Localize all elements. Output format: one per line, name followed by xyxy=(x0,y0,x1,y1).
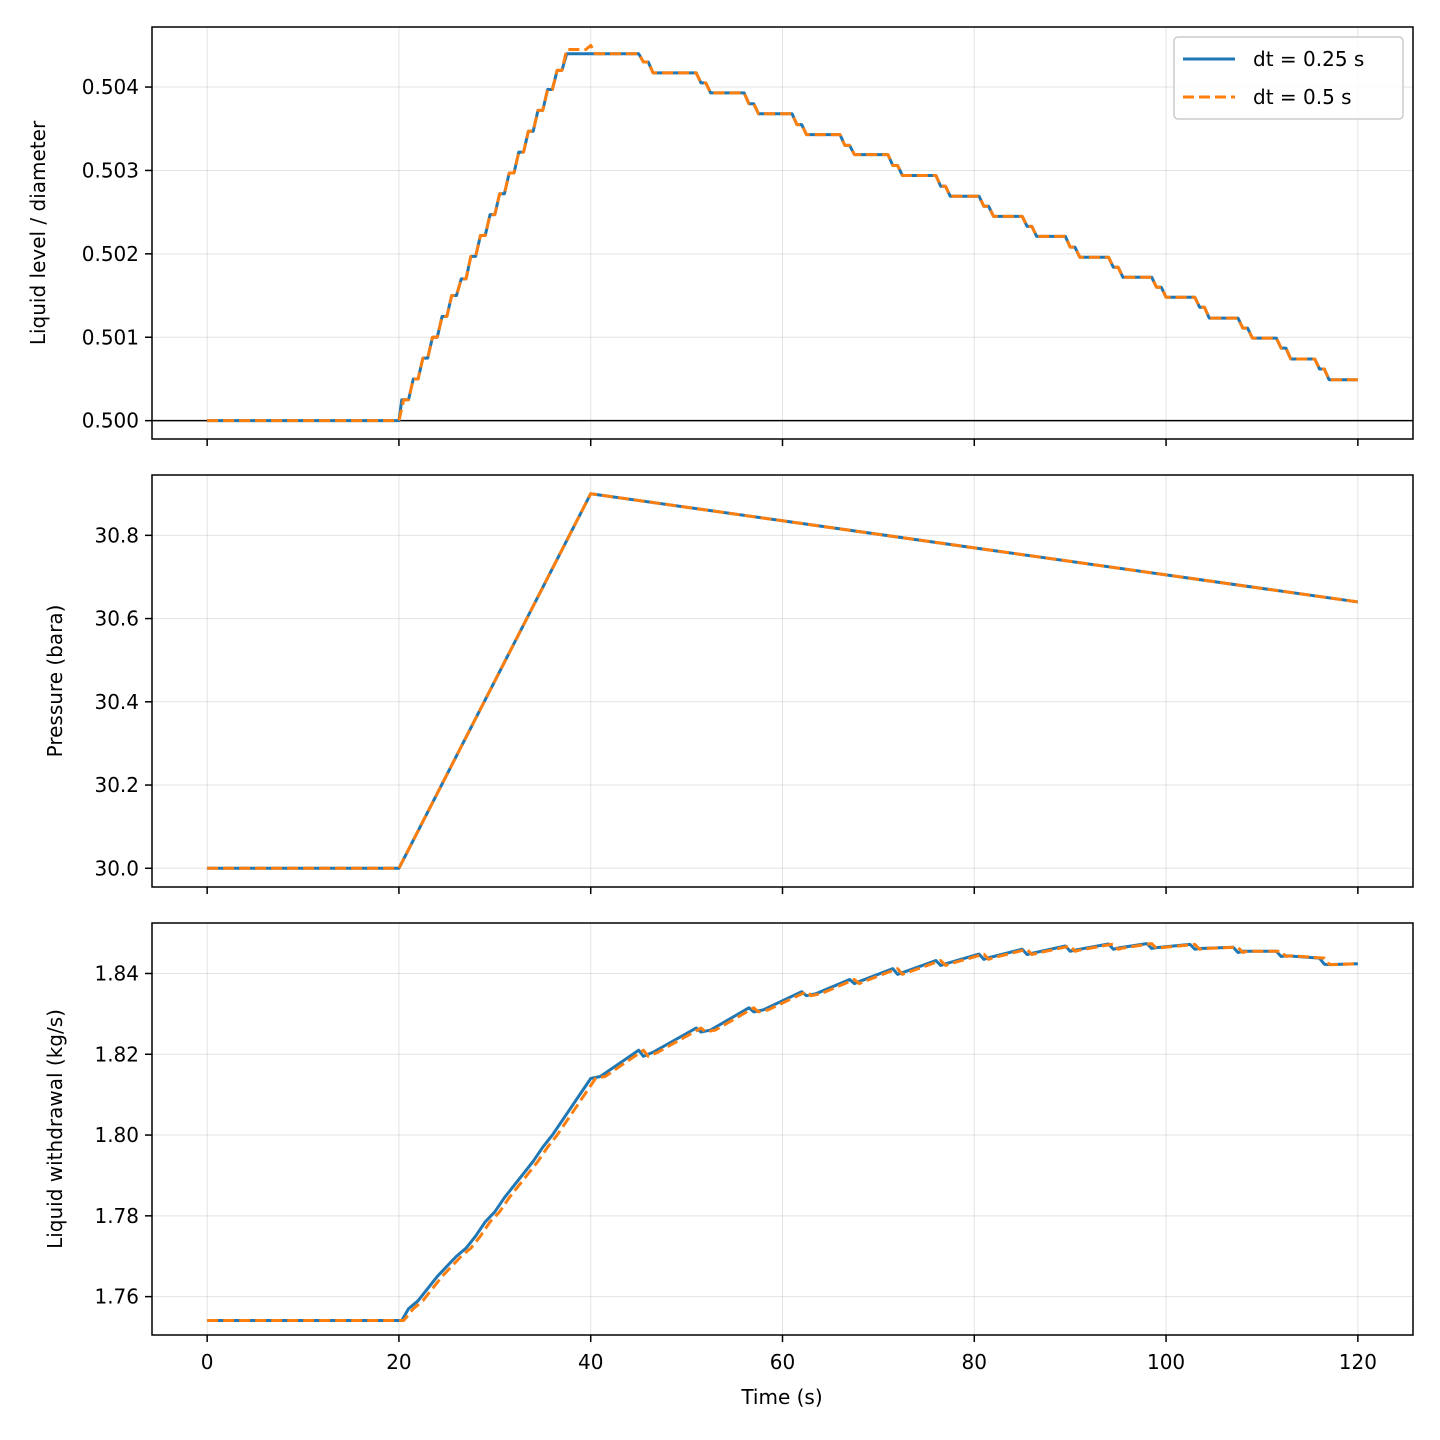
x-axis-title: Time (s) xyxy=(740,1385,822,1409)
y-tick-label: 30.8 xyxy=(94,523,139,547)
y-axis-title: Liquid withdrawal (kg/s) xyxy=(43,1009,67,1249)
series-line-2 xyxy=(207,942,1358,1322)
subplot-3: 0 20 40 60 80 100 120 1.76 1.78 1.80 1.82 1.84 Liqui… xyxy=(43,922,1414,1374)
y-tick-label: 30.0 xyxy=(94,856,139,880)
x-tick-label: 20 xyxy=(386,1350,411,1374)
y-tick-label: 1.82 xyxy=(94,1042,139,1066)
y-tick-label: 0.503 xyxy=(82,158,139,182)
series-line-2 xyxy=(207,492,1359,870)
y-tick-label: 30.2 xyxy=(94,773,139,797)
legend-label: dt = 0.25 s xyxy=(1253,47,1364,71)
subplot-1: 0.500 0.501 0.502 0.503 0.504 Liquid level / … xyxy=(26,26,1414,446)
y-tick-label: 1.78 xyxy=(94,1204,139,1228)
series-line-1 xyxy=(207,942,1358,1322)
y-tick-label: 0.501 xyxy=(82,325,139,349)
x-tick-label: 120 xyxy=(1339,1350,1377,1374)
y-tick-label: 30.4 xyxy=(94,690,139,714)
y-tick-label: 0.500 xyxy=(82,409,139,433)
x-tick-label: 80 xyxy=(962,1350,987,1374)
x-tick-label: 100 xyxy=(1147,1350,1185,1374)
y-tick-label: 30.6 xyxy=(94,607,139,631)
y-tick-label: 1.84 xyxy=(94,961,139,985)
x-tick-label: 60 xyxy=(770,1350,795,1374)
x-tick-label: 0 xyxy=(201,1350,214,1374)
y-axis-title: Pressure (bara) xyxy=(43,605,67,758)
y-tick-label: 0.502 xyxy=(82,242,139,266)
y-tick-label: 1.76 xyxy=(94,1285,139,1309)
legend-label: dt = 0.5 s xyxy=(1253,85,1352,109)
subplot-2: 30.0 30.2 30.4 30.6 30.8 Pressure (bara) xyxy=(43,474,1414,894)
x-tick-label: 40 xyxy=(578,1350,603,1374)
series-line-2 xyxy=(207,43,1358,423)
y-tick-label: 1.80 xyxy=(94,1123,139,1147)
y-axis-title: Liquid level / diameter xyxy=(26,120,50,345)
subplots: 0.500 0.501 0.502 0.503 0.504 Liquid level / … xyxy=(26,26,1414,1374)
legend: dt = 0.25 s dt = 0.5 s xyxy=(1173,36,1404,120)
y-tick-label: 0.504 xyxy=(82,75,139,99)
